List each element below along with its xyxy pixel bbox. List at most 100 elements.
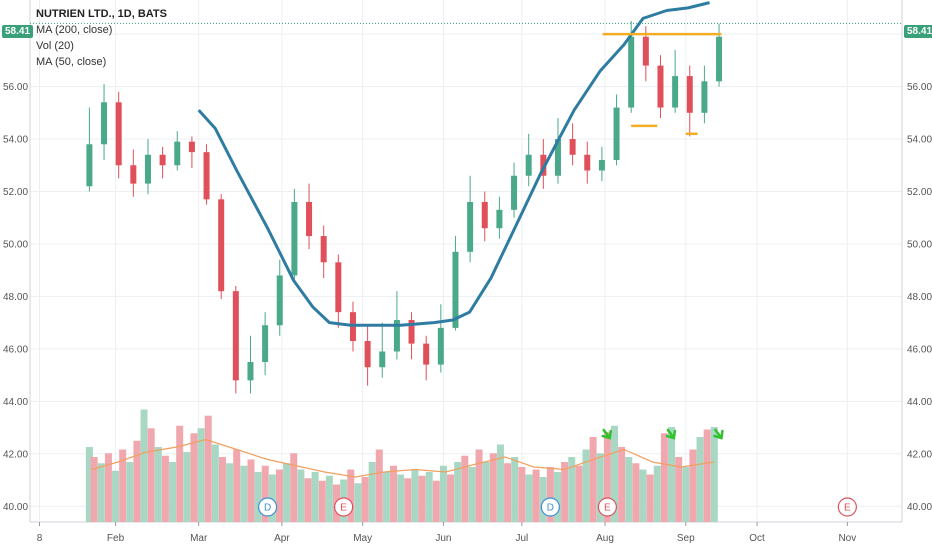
x-tick-label: Mar [190,533,208,544]
volume-arrow-annotation [665,428,677,440]
volume-bar [90,457,98,522]
volume-bar [660,433,668,522]
last-price-tag-left: 58.41 [2,25,34,38]
candle-body [159,154,166,166]
event-marker-label: E [340,503,347,514]
volume-bar [447,474,455,522]
volume-bar [568,457,576,522]
volume-bar [347,469,355,522]
volume-bar [169,462,177,522]
candle-body [423,343,430,365]
y-tick-label-right: 56.00 [907,82,932,93]
volume-bar [397,474,405,522]
candle-body [452,251,459,328]
x-tick-label: Aug [596,533,614,544]
volume-bar [411,469,419,522]
volume-bar [625,457,633,522]
candle-body [130,165,137,184]
volume-bar [689,449,697,522]
volume-bar [461,455,469,522]
event-marker[interactable] [334,497,354,517]
candle-body [613,107,620,161]
x-tick-label: Feb [107,533,125,544]
volume-bar [561,462,569,522]
volume-bar [247,459,255,522]
volume-bar [325,475,333,522]
y-tick-label-right: 42.00 [907,449,932,460]
volume-bar [311,472,319,522]
volume-bar [126,462,134,522]
event-marker-label: E [604,503,611,514]
candle-body [628,36,635,108]
symbol-title[interactable]: NUTRIEN LTD., 1D, BATS [36,8,167,20]
volume-ma-line [91,438,715,478]
event-marker[interactable] [597,497,617,517]
volume-bar [176,425,184,522]
volume-bar [140,409,148,522]
legend-vol[interactable]: Vol (20) [36,40,74,52]
volume-bar [454,462,462,522]
candle-body [672,76,679,108]
candle-body [262,325,269,362]
volume-bar [496,444,504,522]
y-tick-label-right: 54.00 [907,135,932,146]
volume-bar [297,469,305,522]
volume-bar [575,465,583,522]
legend-ma50[interactable]: MA (50, close) [36,56,107,68]
candle-body [203,152,210,200]
volume-bar [489,453,497,522]
candle-body [393,320,400,352]
x-tick-label: Apr [274,533,290,544]
event-marker-label: D [264,503,271,514]
volume-bar [283,463,291,522]
y-tick-label-right: 40.00 [907,502,932,513]
volume-bar [710,427,718,522]
volume-bar [304,478,312,522]
volume-arrow-annotation [601,428,612,440]
candle-body [701,81,708,113]
event-marker[interactable] [837,497,857,517]
volume-bar [361,477,369,522]
volume-bar [696,437,704,522]
volume-bar [354,483,362,522]
volume-bar [97,463,105,522]
volume-bar [432,480,440,522]
volume-bar [133,440,141,522]
volume-bar [639,469,647,522]
volume-bar [275,469,283,522]
event-marker-label: D [547,503,554,514]
volume-bar [268,474,276,522]
x-tick-label: Jun [435,533,451,544]
event-marker-label: E [844,503,851,514]
y-tick-label-right: 48.00 [907,292,932,303]
volume-bar [226,463,234,522]
legend-ma200[interactable]: MA (200, close) [36,24,113,36]
volume-bar [375,449,383,522]
candle-body [306,201,313,237]
candle-body [569,139,576,155]
candle-body [364,341,371,368]
y-tick-label-left: 40.00 [3,502,28,513]
volume-bar [183,452,191,522]
y-tick-label-right: 52.00 [907,187,932,198]
candle-body [642,36,649,66]
chart-legend: NUTRIEN LTD., 1D, BATS MA (200, close) V… [36,6,167,70]
volume-bar [582,449,590,522]
y-tick-label-left: 44.00 [3,397,28,408]
candle-body [379,351,386,368]
y-tick-label-left: 52.00 [3,187,28,198]
volume-bar [468,467,476,522]
event-marker[interactable] [258,497,278,517]
x-tick-label: May [353,533,372,544]
candle-body [276,275,283,326]
y-tick-label-left: 54.00 [3,135,28,146]
candle-body [716,36,723,82]
volume-bar [119,449,127,522]
event-marker[interactable] [540,497,560,517]
volume-bar [532,469,540,522]
volume-bar [382,472,390,522]
candle-body [144,154,151,184]
volume-bar [618,447,626,522]
volume-bar [204,415,212,522]
